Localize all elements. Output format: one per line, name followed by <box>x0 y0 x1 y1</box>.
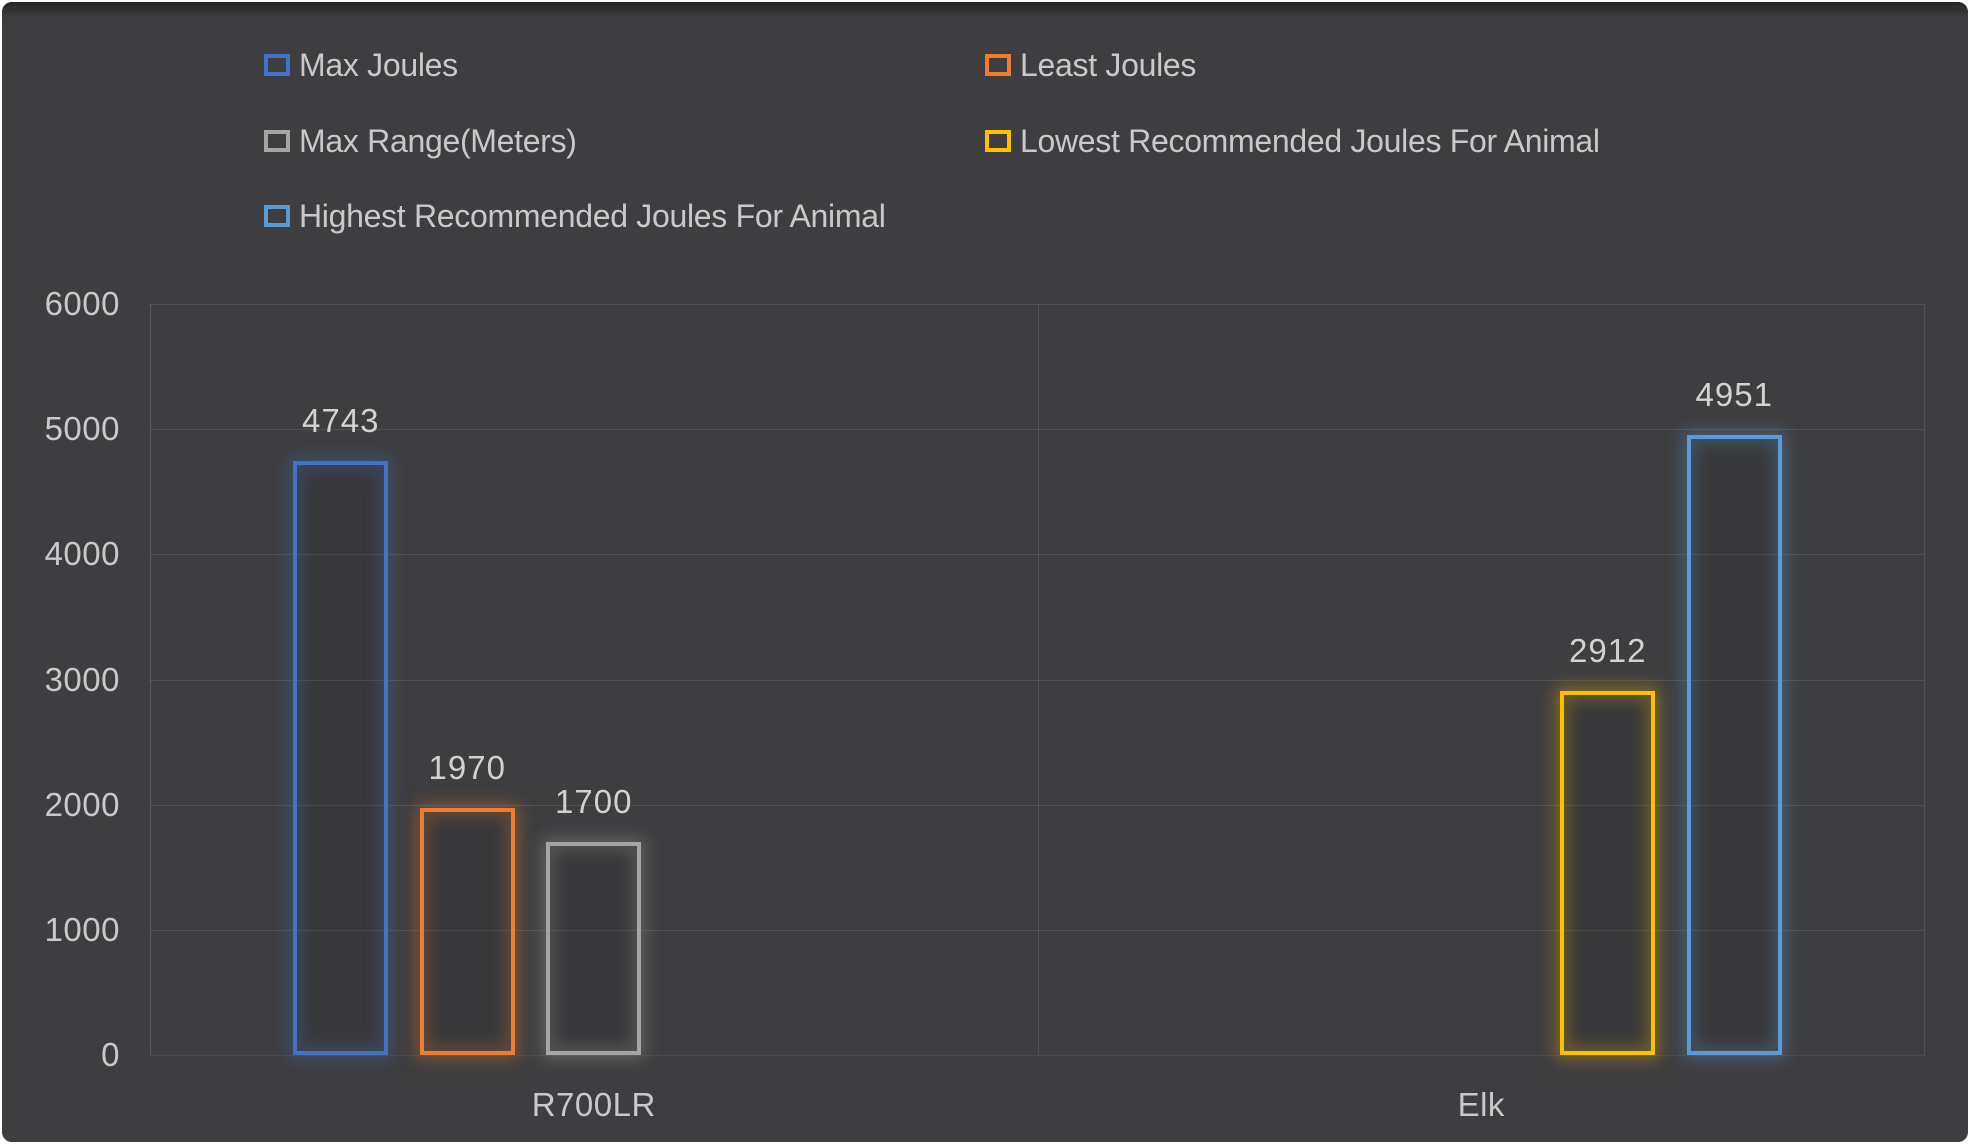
bar-max-joules <box>293 461 389 1055</box>
bar-max-range-meters <box>546 842 642 1055</box>
gridline-horizontal <box>150 554 1925 556</box>
y-axis-tick-label: 5000 <box>44 410 120 448</box>
gridline-vertical <box>1924 304 1925 1055</box>
y-axis-tick-label: 3000 <box>44 660 120 698</box>
bar-lowest-recommended-joules-for-animal <box>1560 690 1656 1055</box>
legend-item-label: Highest Recommended Joules For Animal <box>299 197 886 234</box>
bar-value-label: 2912 <box>1569 631 1647 669</box>
gridline-horizontal <box>150 304 1925 305</box>
gridline-vertical <box>1037 304 1039 1055</box>
bar-value-label: 4951 <box>1695 376 1773 414</box>
bar-least-joules <box>419 808 515 1055</box>
plot-area <box>150 304 1925 1056</box>
legend-item-least-joules: Least Joules <box>985 46 1197 83</box>
bar-highest-recommended-joules-for-animal <box>1686 435 1782 1055</box>
y-axis-tick-label: 4000 <box>44 535 120 573</box>
bar-value-label: 1700 <box>555 783 633 821</box>
top-edge-shade <box>2 2 1968 18</box>
legend-item-max-joules: Max Joules <box>264 46 458 83</box>
legend-item-max-range-meters: Max Range(Meters) <box>264 122 577 159</box>
legend-marker-icon <box>264 130 290 152</box>
legend-item-lowest-recommended-joules-for-animal: Lowest Recommended Joules For Animal <box>985 122 1600 159</box>
category-label-r700lr: R700LR <box>531 1086 656 1123</box>
legend-item-label: Least Joules <box>1020 46 1197 83</box>
gridline-horizontal <box>150 679 1925 681</box>
legend-marker-icon <box>985 54 1011 76</box>
legend-marker-icon <box>985 130 1011 152</box>
legend-item-highest-recommended-joules-for-animal: Highest Recommended Joules For Animal <box>264 197 886 234</box>
y-axis-tick-label: 6000 <box>44 285 120 322</box>
gridline-horizontal <box>150 929 1925 931</box>
legend-item-label: Lowest Recommended Joules For Animal <box>1020 122 1600 159</box>
y-axis-tick-label: 1000 <box>44 910 120 948</box>
gridline-horizontal <box>150 1055 1925 1056</box>
gridline-vertical <box>150 304 151 1055</box>
bar-value-label: 1970 <box>428 749 506 787</box>
legend-marker-icon <box>264 54 290 76</box>
gridline-horizontal <box>150 804 1925 806</box>
legend-item-label: Max Joules <box>299 46 458 83</box>
legend-item-label: Max Range(Meters) <box>299 122 577 159</box>
bar-value-label: 4743 <box>302 402 380 440</box>
category-label-elk: Elk <box>1457 1086 1505 1123</box>
legend-marker-icon <box>264 205 290 227</box>
y-axis-tick-label: 0 <box>101 1036 120 1073</box>
y-axis-tick-label: 2000 <box>44 785 120 823</box>
gridline-horizontal <box>150 429 1925 431</box>
